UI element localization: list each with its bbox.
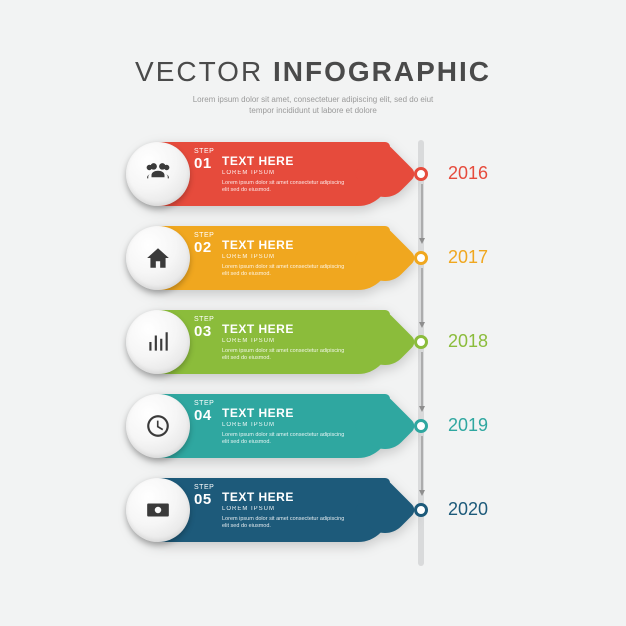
timeline-year: 2018 [448, 331, 488, 352]
timeline-node [414, 335, 428, 349]
page-subtitle: Lorem ipsum dolor sit amet, consectetuer… [0, 94, 626, 116]
step-badge: STEP04 [194, 400, 214, 424]
step-body: Lorem ipsum dolor sit amet consectetur a… [222, 348, 352, 362]
step-label: STEP [194, 400, 214, 407]
timeline-step: STEP02 TEXT HERE LOREM IPSUM Lorem ipsum do… [130, 226, 430, 290]
step-number: 01 [194, 156, 214, 173]
step-subheading: LOREM IPSUM [222, 422, 352, 428]
timeline-year: 2019 [448, 415, 488, 436]
step-label: STEP [194, 148, 214, 155]
step-label: STEP [194, 484, 214, 491]
home-icon [126, 226, 190, 290]
step-number: 05 [194, 492, 214, 509]
step-label: STEP [194, 232, 214, 239]
step-body: Lorem ipsum dolor sit amet consectetur a… [222, 432, 352, 446]
step-heading: TEXT HERE [222, 154, 352, 168]
clock-icon [126, 394, 190, 458]
step-subheading: LOREM IPSUM [222, 338, 352, 344]
title-light: VECTOR [135, 56, 273, 87]
timeline-node [414, 167, 428, 181]
timeline-step: STEP05 TEXT HERE LOREM IPSUM Lorem ipsum do… [130, 478, 430, 542]
timeline-stage: STEP01TEXT HERELOREM IPSUMLorem ipsum do… [0, 130, 626, 596]
timeline-year: 2016 [448, 163, 488, 184]
timeline-node [414, 419, 428, 433]
timeline-year: 2017 [448, 247, 488, 268]
timeline-step: STEP03 TEXT HERE LOREM IPSUM Lorem ipsum do… [130, 310, 430, 374]
timeline-step: STEP01 TEXT HERE LOREM IPSUM Lorem ipsum do… [130, 142, 430, 206]
subtitle-line: tempor incididunt ut labore et dolore [0, 105, 626, 116]
timeline-node [414, 503, 428, 517]
step-subheading: LOREM IPSUM [222, 254, 352, 260]
step-body: Lorem ipsum dolor sit amet consectetur a… [222, 180, 352, 194]
step-text: TEXT HERE LOREM IPSUM Lorem ipsum dolor si… [222, 406, 352, 446]
timeline-year: 2020 [448, 499, 488, 520]
step-subheading: LOREM IPSUM [222, 506, 352, 512]
step-body: Lorem ipsum dolor sit amet consectetur a… [222, 264, 352, 278]
title-bold: INFOGRAPHIC [273, 56, 491, 87]
step-badge: STEP03 [194, 316, 214, 340]
people-icon [126, 142, 190, 206]
step-text: TEXT HERE LOREM IPSUM Lorem ipsum dolor si… [222, 238, 352, 278]
timeline-node [414, 251, 428, 265]
step-number: 04 [194, 408, 214, 425]
step-label: STEP [194, 316, 214, 323]
step-heading: TEXT HERE [222, 490, 352, 504]
step-text: TEXT HERE LOREM IPSUM Lorem ipsum dolor si… [222, 154, 352, 194]
step-badge: STEP05 [194, 484, 214, 508]
step-badge: STEP02 [194, 232, 214, 256]
chart-icon [126, 310, 190, 374]
step-heading: TEXT HERE [222, 238, 352, 252]
subtitle-line: Lorem ipsum dolor sit amet, consectetuer… [0, 94, 626, 105]
step-text: TEXT HERE LOREM IPSUM Lorem ipsum dolor si… [222, 490, 352, 530]
step-number: 02 [194, 240, 214, 257]
page-title: VECTOR INFOGRAPHIC [0, 56, 626, 88]
step-heading: TEXT HERE [222, 406, 352, 420]
step-text: TEXT HERE LOREM IPSUM Lorem ipsum dolor si… [222, 322, 352, 362]
step-heading: TEXT HERE [222, 322, 352, 336]
step-body: Lorem ipsum dolor sit amet consectetur a… [222, 516, 352, 530]
money-icon [126, 478, 190, 542]
step-badge: STEP01 [194, 148, 214, 172]
timeline-step: STEP04 TEXT HERE LOREM IPSUM Lorem ipsum do… [130, 394, 430, 458]
step-number: 03 [194, 324, 214, 341]
step-subheading: LOREM IPSUM [222, 170, 352, 176]
